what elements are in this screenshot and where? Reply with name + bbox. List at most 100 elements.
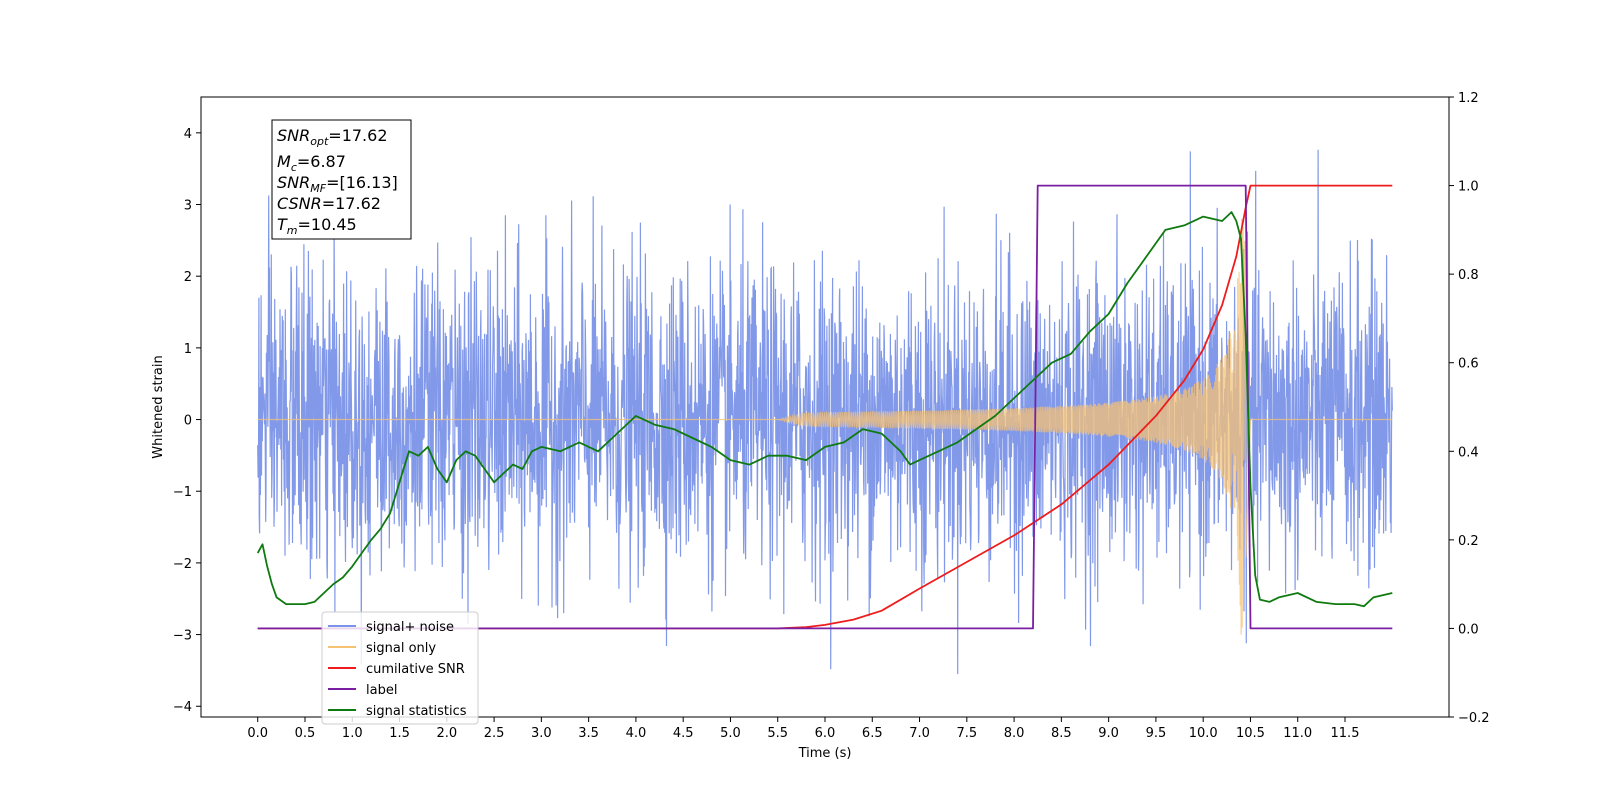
snr-point (1184, 380, 1185, 381)
stats-point (484, 468, 485, 469)
stats-point (787, 455, 788, 456)
legend-label-snr: cumilative SNR (366, 662, 465, 677)
stats-point (1236, 220, 1237, 221)
stats-point (541, 446, 542, 447)
stats-point (1255, 575, 1256, 576)
y-tick-label: 1 (184, 342, 192, 357)
stats-point (824, 446, 825, 447)
stats-point (1231, 212, 1232, 213)
stats-point (342, 577, 343, 578)
stats-point (1373, 597, 1374, 598)
stats-point (616, 433, 617, 434)
y-tick-label: −1 (173, 485, 192, 500)
legend-label-signal: signal only (366, 641, 436, 656)
x-axis-ticks: 0.0 0.5 1.0 1.5 2.0 2.5 3.0 3.5 4.0 4.5 5.0 5.5 6.0 6… (247, 717, 1359, 741)
stats-point (910, 464, 911, 465)
noise-series-layer (257, 149, 1393, 675)
x-tick-label: 11.5 (1331, 726, 1360, 741)
stats-point (257, 553, 258, 554)
y-axis-label: Whitened strain (151, 355, 166, 458)
stats-point (323, 592, 324, 593)
stats-point (271, 584, 272, 585)
x-tick-label: 3.5 (578, 726, 599, 741)
legend-box (321, 611, 479, 725)
stats-point (692, 437, 693, 438)
x-tick-label: 10.0 (1189, 726, 1218, 741)
stats-point (352, 566, 353, 567)
stats-point (418, 455, 419, 456)
legend-item-label: label (328, 683, 397, 698)
stats-point (976, 429, 977, 430)
stats-point (749, 464, 750, 465)
stats-point (1146, 256, 1147, 257)
info-tm: Tm=10.45 (277, 215, 357, 237)
stats-point (512, 464, 513, 465)
snr-point (919, 588, 920, 589)
snr-point (1203, 349, 1204, 350)
x-tick-label: 9.5 (1146, 726, 1167, 741)
stats-point (390, 513, 391, 514)
stats-point (1316, 601, 1317, 602)
stats-point (262, 544, 263, 545)
stats-point (1278, 597, 1279, 598)
y2-tick-label: 1.0 (1458, 180, 1479, 195)
legend-label-label: label (366, 683, 397, 698)
stats-point (579, 442, 580, 443)
y-tick-label: 3 (184, 199, 192, 214)
stats-point (654, 424, 655, 425)
stats-point (1250, 486, 1251, 487)
x-tick-label: 9.0 (1098, 726, 1119, 741)
legend-label-stats: signal statistics (366, 704, 467, 719)
snr-point (1392, 185, 1393, 186)
label-point (257, 628, 258, 629)
y2-tick-label: 0.6 (1458, 357, 1479, 372)
y2-tick-label: 0.4 (1458, 445, 1479, 460)
y-tick-label: −4 (173, 700, 192, 715)
stats-point (711, 446, 712, 447)
stats-point (1245, 336, 1246, 337)
snr-point (1108, 464, 1109, 465)
stats-point (919, 460, 920, 461)
series-label (257, 184, 1393, 630)
snr-point (966, 561, 967, 562)
x-tick-label: 8.0 (1004, 726, 1025, 741)
x-tick-label: 1.5 (389, 726, 410, 741)
snr-point (1155, 415, 1156, 416)
x-tick-label: 10.5 (1236, 726, 1265, 741)
stats-point (427, 446, 428, 447)
stats-point (1051, 362, 1052, 363)
legend-item-noise: signal+ noise (328, 620, 454, 635)
snr-point (1061, 504, 1062, 505)
stats-point (768, 455, 769, 456)
legend: signal+ noise signal only cumilative SNR… (321, 611, 479, 725)
stats-point (446, 482, 447, 483)
stats-point (1127, 282, 1128, 283)
stats-point (304, 604, 305, 605)
stats-point (456, 460, 457, 461)
info-snr-opt: SNRopt=17.62 (277, 126, 388, 148)
stats-point (862, 429, 863, 430)
y2-tick-label: −0.2 (1458, 711, 1490, 726)
stats-point (635, 415, 636, 416)
stats-point (437, 468, 438, 469)
x-tick-label: 2.0 (436, 726, 457, 741)
label-point (1250, 628, 1251, 629)
stats-point (1070, 353, 1071, 354)
x-tick-label: 0.0 (247, 726, 268, 741)
stats-point (286, 604, 287, 605)
stats-point (276, 597, 277, 598)
stats-point (267, 566, 268, 567)
legend-item-stats: signal statistics (328, 704, 467, 719)
stats-point (1184, 225, 1185, 226)
snr-point (853, 619, 854, 620)
y2-tick-label: 0.2 (1458, 534, 1479, 549)
snr-point (881, 610, 882, 611)
stats-point (475, 455, 476, 456)
stats-point (1032, 380, 1033, 381)
series-signal-only (257, 218, 1393, 635)
stats-point (598, 451, 599, 452)
stats-point (1392, 592, 1393, 593)
stats-point (938, 451, 939, 452)
stats-point (1108, 313, 1109, 314)
